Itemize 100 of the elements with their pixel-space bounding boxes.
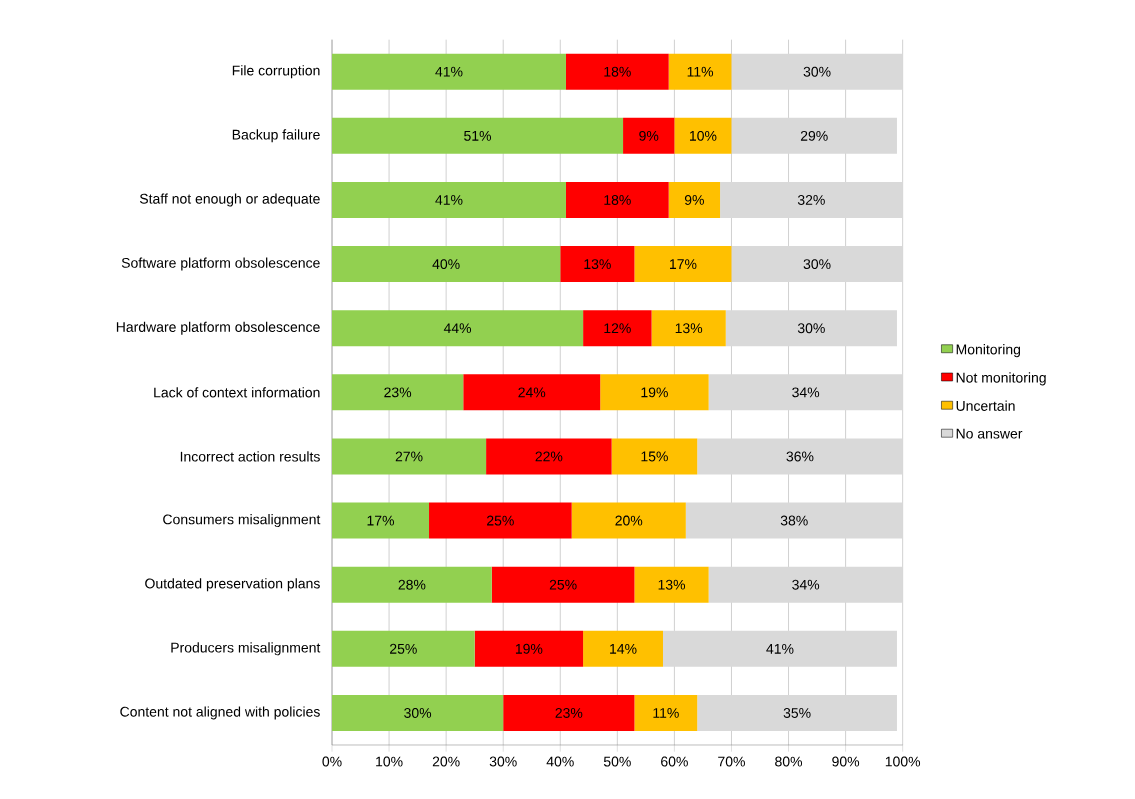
bar [611,438,698,475]
bar [634,694,698,731]
data-label: 20% [615,515,643,526]
data-label: 30% [803,259,831,270]
data-label: 11% [653,708,679,718]
bar [731,246,903,283]
data-label: 22% [535,451,563,462]
legend-label: Not monitoring [956,372,1046,386]
bar [600,374,709,411]
data-label: 51% [464,130,492,141]
x-tick-label: 50% [603,756,631,767]
data-label: 34% [792,579,820,590]
bar [503,694,635,731]
data-label: 27% [395,451,423,462]
bar [332,181,566,218]
x-tick-label: 20% [432,756,460,767]
bar [725,310,897,347]
bar [565,53,669,90]
y-tick-label: Producers misalignment [171,642,321,656]
bar [720,181,903,218]
data-label: 18% [604,195,631,205]
data-label: 19% [515,643,543,654]
bar [623,117,675,154]
x-tick-label: 70% [718,756,745,767]
bar [651,310,726,347]
bar [332,117,624,154]
x-tick-label: 60% [661,756,688,767]
bar [474,630,584,667]
bar [332,566,492,603]
bar [491,566,635,603]
y-tick-label: Staff not enough or adequate [139,193,320,207]
data-label: 15% [641,451,668,462]
data-label: 13% [584,259,611,270]
data-label: 28% [398,579,426,590]
data-label: 14% [610,643,637,654]
bar [685,502,903,539]
data-label: 30% [404,707,432,718]
bar [332,630,475,667]
x-tick-label: 30% [489,756,517,767]
data-label: 24% [518,387,546,398]
y-tick-label: Lack of context information [154,387,320,398]
bar [697,694,897,731]
bar [571,502,686,539]
data-label: 13% [675,323,703,334]
data-label: 17% [670,259,697,269]
data-label: 9% [639,130,659,141]
x-tick-label: 40% [546,756,574,767]
y-tick-label: Software platform obsolescence [121,257,320,271]
data-label: 44% [443,323,472,334]
data-label: 13% [658,579,686,590]
data-label: 41% [435,195,463,205]
data-label: 30% [797,323,825,334]
bar [332,53,566,90]
data-label: 40% [432,259,460,270]
bar [668,53,732,90]
bar [731,117,897,154]
bar [332,438,487,475]
data-label: 35% [783,707,811,718]
bar [583,310,652,347]
data-label: 10% [689,130,717,141]
data-label: 29% [800,130,828,141]
y-tick-label: Consumers misalignment [163,514,321,528]
data-label: 9% [684,195,704,205]
data-label: 23% [384,387,412,398]
legend-label: Monitoring [956,344,1021,358]
bar [463,374,601,411]
data-label: 17% [367,515,395,526]
bar [332,374,464,411]
data-label: 32% [797,195,825,205]
data-label: 25% [487,515,514,526]
y-tick-label: Outdated preservation plans [145,578,320,592]
y-tick-label: Hardware platform obsolescence [116,321,320,335]
bar [332,246,561,283]
data-label: 25% [549,579,577,590]
x-tick-label: 100% [885,756,921,767]
bar [583,630,663,667]
legend-label: No answer [956,428,1023,439]
data-label: 25% [390,643,417,654]
data-label: 11% [687,66,714,77]
y-tick-label: File corruption [232,65,320,79]
bar [332,310,584,347]
legend-label: Uncertain [956,400,1015,411]
bar [332,502,430,539]
y-tick-label: Incorrect action results [180,451,320,462]
data-label: 38% [780,515,808,526]
y-tick-label: Backup failure [232,129,320,143]
bar [486,438,612,475]
bar [708,566,903,603]
data-label: 34% [792,387,820,398]
bar [429,502,572,539]
data-label: 36% [786,451,814,462]
bar [634,246,732,283]
data-label: 23% [555,707,583,718]
data-label: 18% [604,66,631,77]
x-tick-label: 80% [775,756,803,767]
x-tick-label: 90% [832,756,860,767]
data-label: 30% [803,66,831,77]
bar [697,438,903,475]
bar [634,566,709,603]
x-tick-label: 10% [376,756,403,767]
